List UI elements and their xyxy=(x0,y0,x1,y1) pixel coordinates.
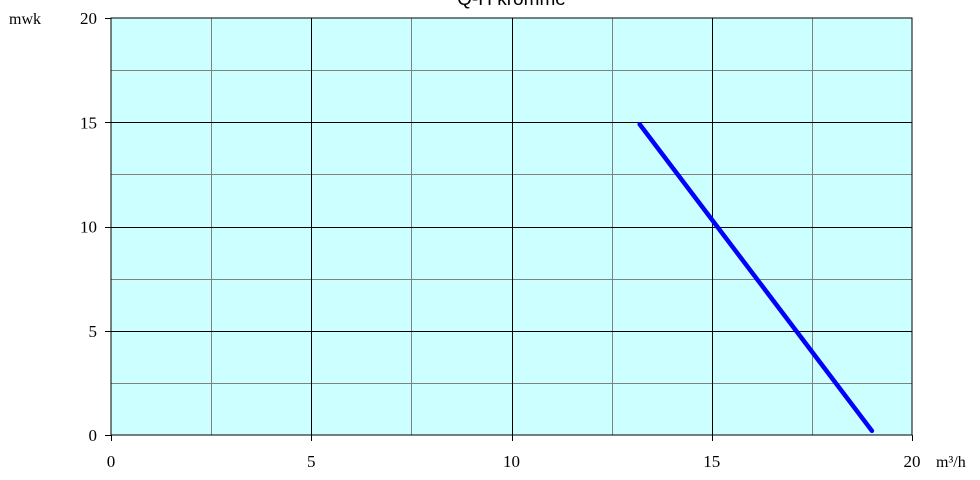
series-line xyxy=(637,122,875,434)
y-tick-label: 0 xyxy=(89,426,98,445)
y-tick-label: 20 xyxy=(80,9,97,28)
y-tick-label: 5 xyxy=(89,322,98,341)
y-tick-label: 10 xyxy=(80,218,97,237)
y-axis-label: mwk xyxy=(9,11,41,28)
axis-ticks xyxy=(105,18,913,441)
x-axis-label: m³/h xyxy=(936,454,966,471)
y-tick-label: 15 xyxy=(80,113,97,132)
minor-gridlines xyxy=(111,18,912,435)
plot-area xyxy=(111,18,912,435)
plot-frame xyxy=(110,17,913,436)
x-tick-label: 15 xyxy=(703,452,720,471)
x-tick-label: 10 xyxy=(503,452,520,471)
tick-labels: 0 5 10 15 20 0 5 10 15 20 xyxy=(80,9,921,471)
series-layer xyxy=(637,122,875,434)
chart-title: Q-H kromme xyxy=(457,0,566,10)
major-gridlines xyxy=(111,18,912,435)
x-tick-label: 0 xyxy=(107,452,116,471)
x-tick-label: 20 xyxy=(904,452,921,471)
x-tick-label: 5 xyxy=(307,452,316,471)
